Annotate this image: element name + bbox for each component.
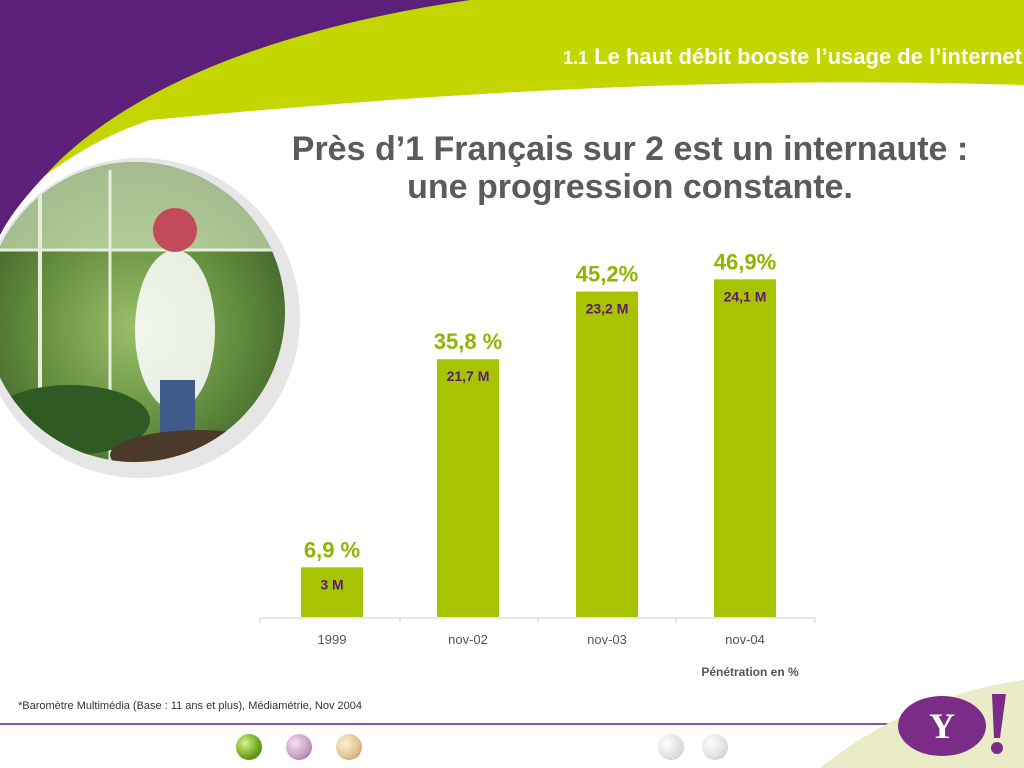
- slide-title: Près d’1 Français sur 2 est un internaut…: [250, 130, 1010, 206]
- bar: [576, 291, 638, 617]
- footnote: *Baromètre Multimédia (Base : 11 ans et …: [18, 700, 363, 712]
- bar: [301, 567, 363, 617]
- x-tick-label: nov-04: [725, 632, 765, 647]
- header-title-text: Le haut débit booste l’usage de l’intern…: [594, 44, 1022, 69]
- percent-label: 45,2%: [576, 262, 638, 287]
- slide-title-line2: une progression constante.: [407, 168, 853, 206]
- yahoo-logo-text: Y: [929, 706, 955, 746]
- header-title: 1.1 Le haut débit booste l’usage de l’in…: [563, 44, 1022, 70]
- bar: [437, 359, 499, 617]
- green-dot-icon[interactable]: [236, 734, 262, 760]
- percent-label: 46,9%: [714, 249, 776, 274]
- x-tick-label: 1999: [318, 632, 347, 647]
- slide-title-line1: Près d’1 Français sur 2 est un internaut…: [291, 130, 969, 168]
- beige-dot-icon[interactable]: [336, 734, 362, 760]
- percent-label: 35,8 %: [434, 329, 503, 354]
- x-tick-label: nov-02: [448, 632, 488, 647]
- users-label: 23,2 M: [586, 301, 629, 317]
- yahoo-logo: Y: [898, 694, 1006, 756]
- back-arrow-icon[interactable]: [658, 734, 684, 760]
- users-label: 21,7 M: [447, 368, 490, 384]
- forward-arrow-icon[interactable]: [702, 734, 728, 760]
- users-label: 24,1 M: [724, 288, 767, 304]
- users-label: 3 M: [320, 576, 343, 592]
- header-number: 1.1: [563, 48, 589, 68]
- x-axis-label: Pénétration en %: [701, 665, 799, 679]
- x-tick-label: nov-03: [587, 632, 627, 647]
- bar: [714, 279, 776, 617]
- pink-dot-icon[interactable]: [286, 734, 312, 760]
- percent-label: 6,9 %: [304, 537, 360, 562]
